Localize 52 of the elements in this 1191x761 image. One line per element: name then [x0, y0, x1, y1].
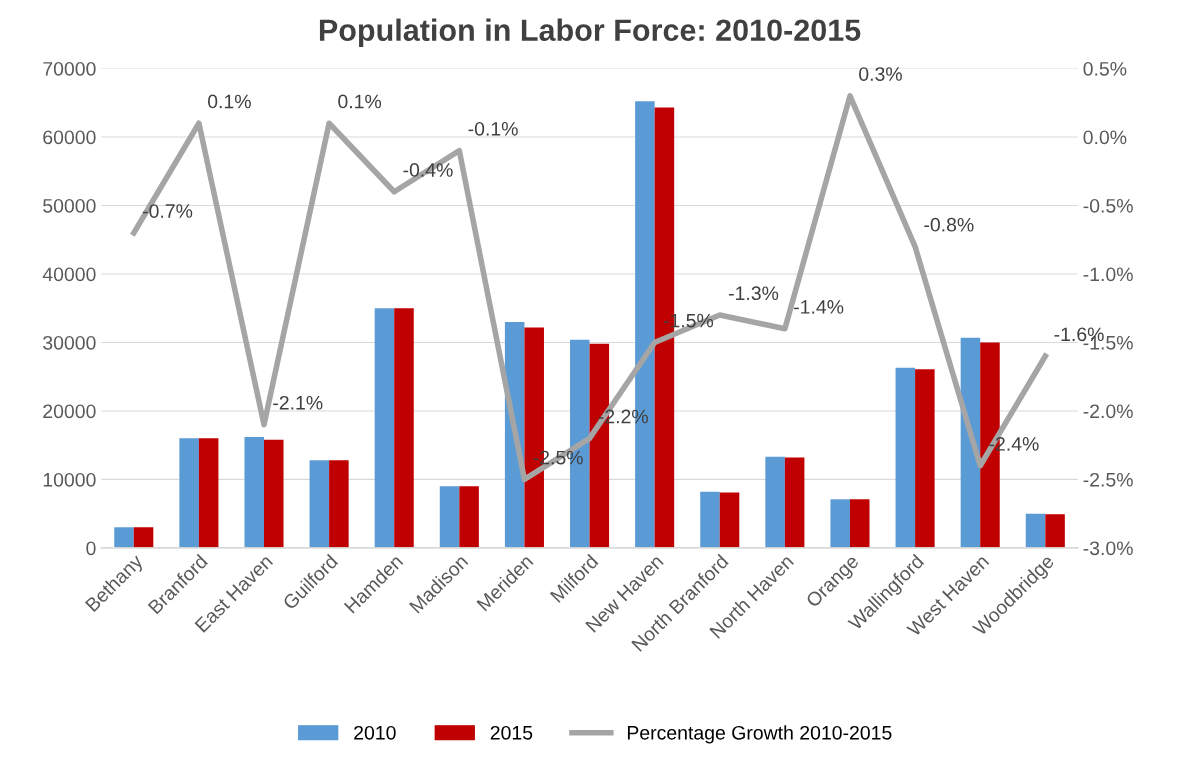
data-label: 0.1% [338, 94, 382, 109]
data-label: -1.3% [728, 286, 779, 301]
bar [895, 367, 916, 548]
data-label: -2.1% [273, 395, 323, 410]
bar [264, 439, 284, 548]
y-tick-label: 20000 [43, 404, 96, 419]
bar [179, 438, 199, 548]
bar [830, 499, 850, 548]
y-tick-label: 0 [86, 541, 96, 556]
bar [765, 456, 785, 548]
y-tick-label: 40000 [42, 267, 96, 282]
y2-tick-label: -3.0% [1083, 541, 1133, 556]
bar [459, 486, 479, 548]
bar [133, 527, 154, 548]
bar [1025, 513, 1046, 548]
y-tick-label: 10000 [43, 472, 96, 487]
y2-tick-label: -2.0% [1083, 404, 1133, 419]
data-label: 0.3% [859, 67, 902, 81]
bar [719, 492, 740, 548]
y2-tick-label: -2.5% [1083, 472, 1133, 487]
y-tick-label: 30000 [43, 335, 96, 350]
chart-title: Population in Labor Force: 2010-2015 [319, 18, 861, 48]
bar [700, 491, 720, 548]
data-label: -0.4% [403, 163, 453, 177]
bar [439, 486, 460, 548]
bar [114, 527, 134, 548]
bar [374, 308, 395, 548]
bar [784, 457, 805, 548]
y2-tick-label: 0.0% [1083, 130, 1127, 145]
data-label: -0.1% [468, 121, 518, 136]
bar [394, 308, 414, 548]
data-label: -0.8% [924, 217, 974, 232]
y2-tick-label: -0.5% [1083, 198, 1133, 213]
y-tick-label: 60000 [43, 130, 96, 145]
y2-tick-label: -1.0% [1083, 267, 1133, 282]
data-label: -1.4% [794, 300, 844, 314]
legend-label: 2010 [354, 725, 396, 740]
bar [329, 460, 349, 548]
bar [244, 436, 264, 548]
data-label: -2.5% [533, 450, 583, 465]
bar [915, 369, 935, 548]
data-label: 0.1% [207, 94, 251, 109]
y-tick-label: 50000 [43, 198, 96, 213]
data-label: -0.7% [142, 204, 193, 218]
bar [198, 438, 219, 548]
legend-label: Percentage Growth 2010-2015 [627, 725, 892, 744]
bar [1045, 514, 1065, 548]
legend-label: 2015 [490, 725, 533, 740]
bar [309, 460, 330, 548]
bar [849, 499, 870, 548]
y2-tick-label: 0.5% [1083, 61, 1127, 76]
y-tick-label: 70000 [43, 61, 96, 76]
